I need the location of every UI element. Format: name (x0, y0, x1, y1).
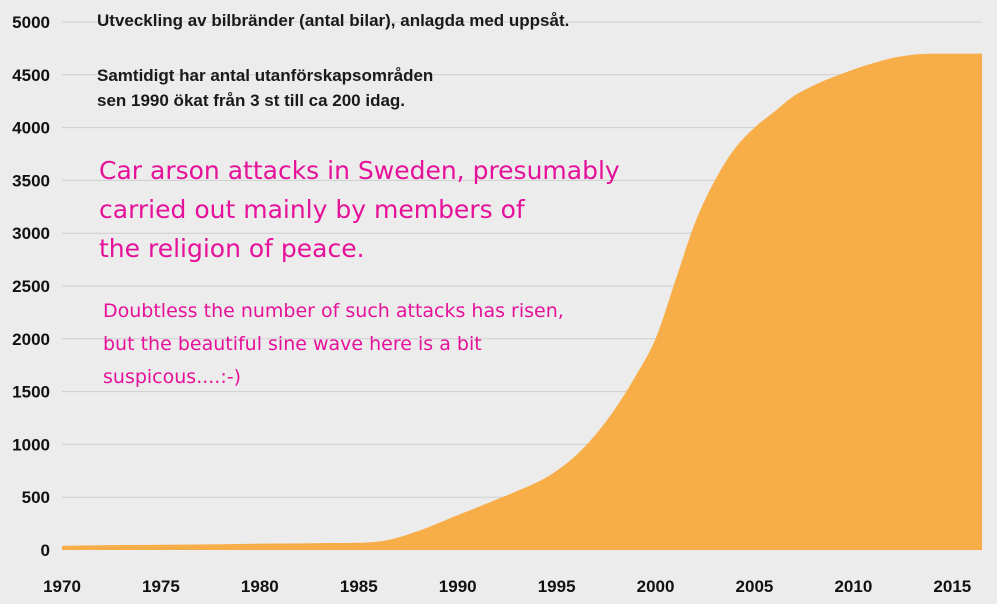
area-series (62, 53, 982, 551)
x-tick-label: 2005 (736, 577, 774, 596)
y-tick-label: 1000 (12, 435, 50, 454)
y-tick-label: 4500 (12, 66, 50, 85)
x-tick-label: 2000 (637, 577, 675, 596)
y-tick-label: 500 (22, 488, 50, 507)
x-tick-label: 1995 (538, 577, 576, 596)
annotation-main-line-3: the religion of peace. (99, 234, 365, 263)
chart-subtitle-line-1: Samtidigt har antal utanförskapsområden (97, 66, 433, 85)
x-tick-label: 2015 (933, 577, 971, 596)
x-tick-label: 1975 (142, 577, 180, 596)
chart-title: Utveckling av bilbränder (antal bilar), … (97, 11, 569, 30)
annotation-note-line-1: Doubtless the number of such attacks has… (103, 300, 564, 322)
y-tick-label: 1500 (12, 383, 50, 402)
x-tick-label: 1990 (439, 577, 477, 596)
x-axis-ticks: 1970 1975 1980 1985 1990 1995 2000 2005 2010 2015 (43, 577, 971, 596)
annotation-main-line-2: carried out mainly by members of (99, 195, 526, 224)
y-tick-label: 3500 (12, 171, 50, 190)
area-fill (62, 53, 982, 551)
y-tick-label: 2000 (12, 330, 50, 349)
annotation-main-line-1: Car arson attacks in Sweden, presumably (99, 156, 620, 185)
y-tick-label: 0 (41, 541, 50, 560)
x-tick-label: 1970 (43, 577, 81, 596)
gridlines (62, 21, 982, 498)
y-tick-label: 4000 (12, 119, 50, 138)
x-tick-label: 1980 (241, 577, 279, 596)
x-tick-label: 1985 (340, 577, 378, 596)
y-tick-label: 5000 (12, 13, 50, 32)
y-tick-label: 3000 (12, 224, 50, 243)
x-tick-label: 2010 (834, 577, 872, 596)
y-tick-label: 2500 (12, 277, 50, 296)
chart-subtitle-line-2: sen 1990 ökat från 3 st till ca 200 idag… (97, 91, 405, 110)
annotation-note-line-2: but the beautiful sine wave here is a bi… (103, 333, 482, 355)
y-axis-ticks: 0 500 1000 1500 2000 2500 3000 3500 4000 4500 5000 (12, 13, 50, 560)
annotation-note-line-3: suspicous....:-) (103, 366, 241, 388)
